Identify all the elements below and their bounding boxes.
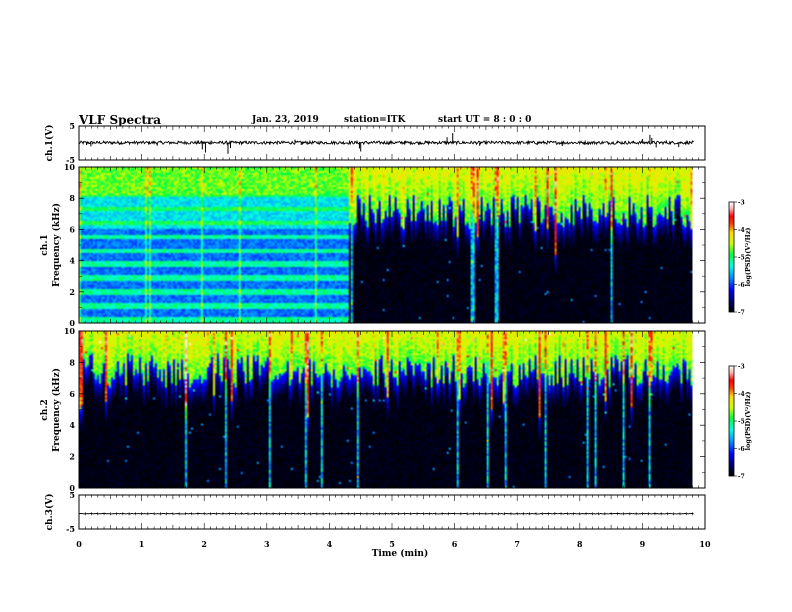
ylabel-ch2-frequency: Frequency (kHz) [51,368,62,452]
y-tick-label: 5 [69,490,75,500]
colorbar-ch1-gradient [728,201,735,313]
x-tick-label: 4 [327,539,333,549]
y-tick-label: 4 [69,256,75,266]
x-tick-label: 5 [389,539,395,549]
spectrogram-ch2-image [79,331,693,488]
ylabel-ch1-channel: ch.1 [40,234,50,255]
start-time-label: start UT = 8 : 0 : 0 [438,115,532,125]
x-tick-label: 10 [699,539,711,549]
colorbar-tick-label: -5 [738,255,745,262]
ylabel-ch3-waveform: ch.3(V) [44,494,55,531]
y-tick-label: 6 [69,389,75,399]
y-tick-label: 0 [69,483,75,493]
x-tick-label: 6 [452,539,458,549]
colorbar-tick-label: -4 [738,391,745,398]
x-tick-label: 8 [577,539,583,549]
ylabel-ch2-channel: ch.2 [40,399,50,420]
colorbar-ch1-label: log(PSD)(V²/Hz) [744,228,752,287]
colorbar-tick-label: -6 [738,282,745,289]
y-tick-label: -5 [66,524,75,534]
ylabel-ch1-frequency: Frequency (kHz) [51,203,62,287]
ylabel-ch1-waveform: ch.1(V) [44,125,55,162]
x-tick-label: 3 [264,539,270,549]
y-tick-label: 5 [69,121,75,131]
colorbar-ch2-gradient [728,365,735,477]
x-tick-label: 7 [514,539,520,549]
station-label: station=ITK [344,115,406,125]
colorbar-ticks: -3 -4 -5 -6 -7 -3 -4 -5 -6 -7 [734,200,745,481]
y-tick-label: 2 [69,287,75,297]
x-tick-label: 0 [76,539,82,549]
y-tick-label: 10 [64,162,76,172]
figure-title: VLF Spectra [79,113,162,127]
y-tick-label: 10 [64,326,76,336]
y-tick-label: 4 [69,420,75,430]
colorbar-ch2-label: log(PSD)(V²/Hz) [744,392,752,451]
waveform-trace [78,139,694,146]
colorbar-tick-label: -5 [738,419,745,426]
waveform-ch1-series [78,133,694,154]
y-tick-label: 8 [69,193,75,203]
date-label: Jan. 23, 2019 [252,115,319,125]
x-tick-label: 1 [139,539,145,549]
colorbar-tick-label: -3 [738,364,745,371]
y-tick-label: 2 [69,452,75,462]
y-tick-label: -5 [66,155,75,165]
colorbar-tick-label: -4 [738,227,745,234]
spectrogram-ch1-image [79,167,693,323]
x-tick-label: 9 [640,539,646,549]
y-tick-label: 6 [69,224,75,234]
y-tick-label: 8 [69,357,75,367]
x-tick-label: 2 [201,539,207,549]
x-axis-label: Time (min) [372,548,429,559]
y-tick-label: 0 [69,318,75,328]
colorbar-tick-label: -3 [738,200,745,207]
colorbar-tick-label: -6 [738,446,745,453]
colorbar-tick-label: -7 [738,310,745,317]
waveform-trace [78,512,694,515]
waveform-ch3-series [78,512,694,516]
colorbar-tick-label: -7 [738,474,745,481]
